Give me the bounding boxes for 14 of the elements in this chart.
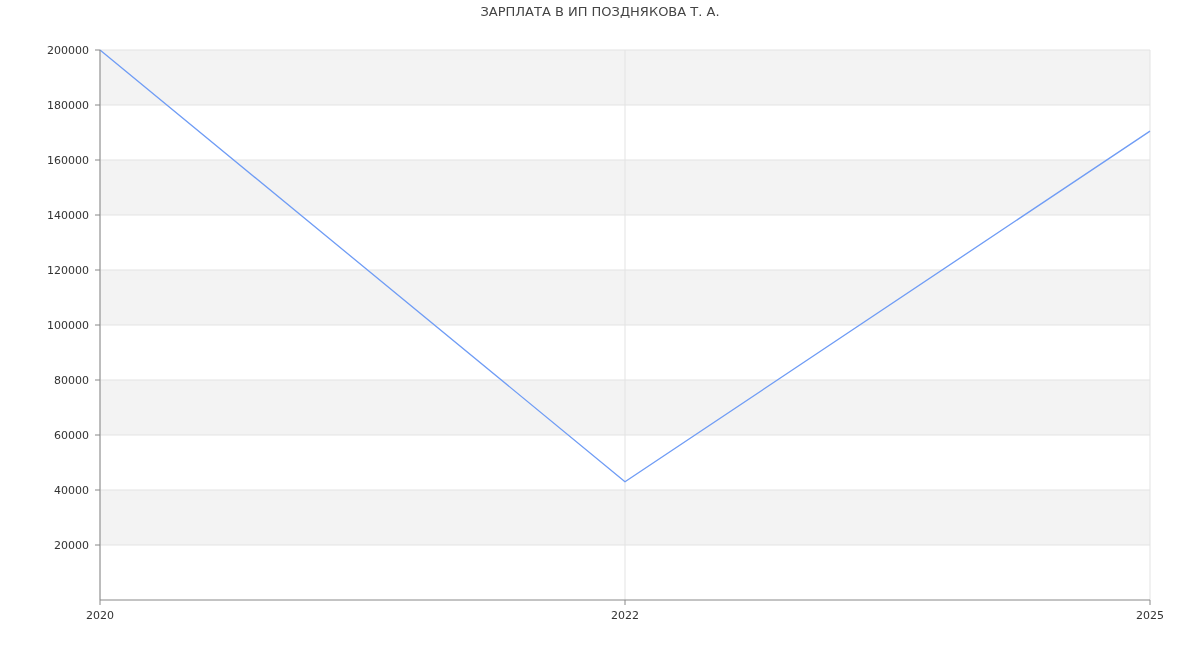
y-tick-label: 80000 <box>54 373 89 387</box>
y-tick-label: 60000 <box>54 428 89 442</box>
y-tick-label: 40000 <box>54 483 89 497</box>
y-tick-label: 160000 <box>47 153 89 167</box>
y-tick-label: 200000 <box>47 43 89 57</box>
x-tick-label: 2025 <box>1136 609 1164 622</box>
y-tick-label: 180000 <box>47 98 89 112</box>
y-tick-label: 100000 <box>47 318 89 332</box>
chart-title: ЗАРПЛАТА В ИП ПОЗДНЯКОВА Т. А. <box>480 4 720 19</box>
x-tick-label: 2022 <box>611 609 639 622</box>
y-tick-label: 120000 <box>47 263 89 277</box>
y-tick-label: 140000 <box>47 208 89 222</box>
y-tick-label: 20000 <box>54 538 89 552</box>
x-tick-label: 2020 <box>86 609 114 622</box>
